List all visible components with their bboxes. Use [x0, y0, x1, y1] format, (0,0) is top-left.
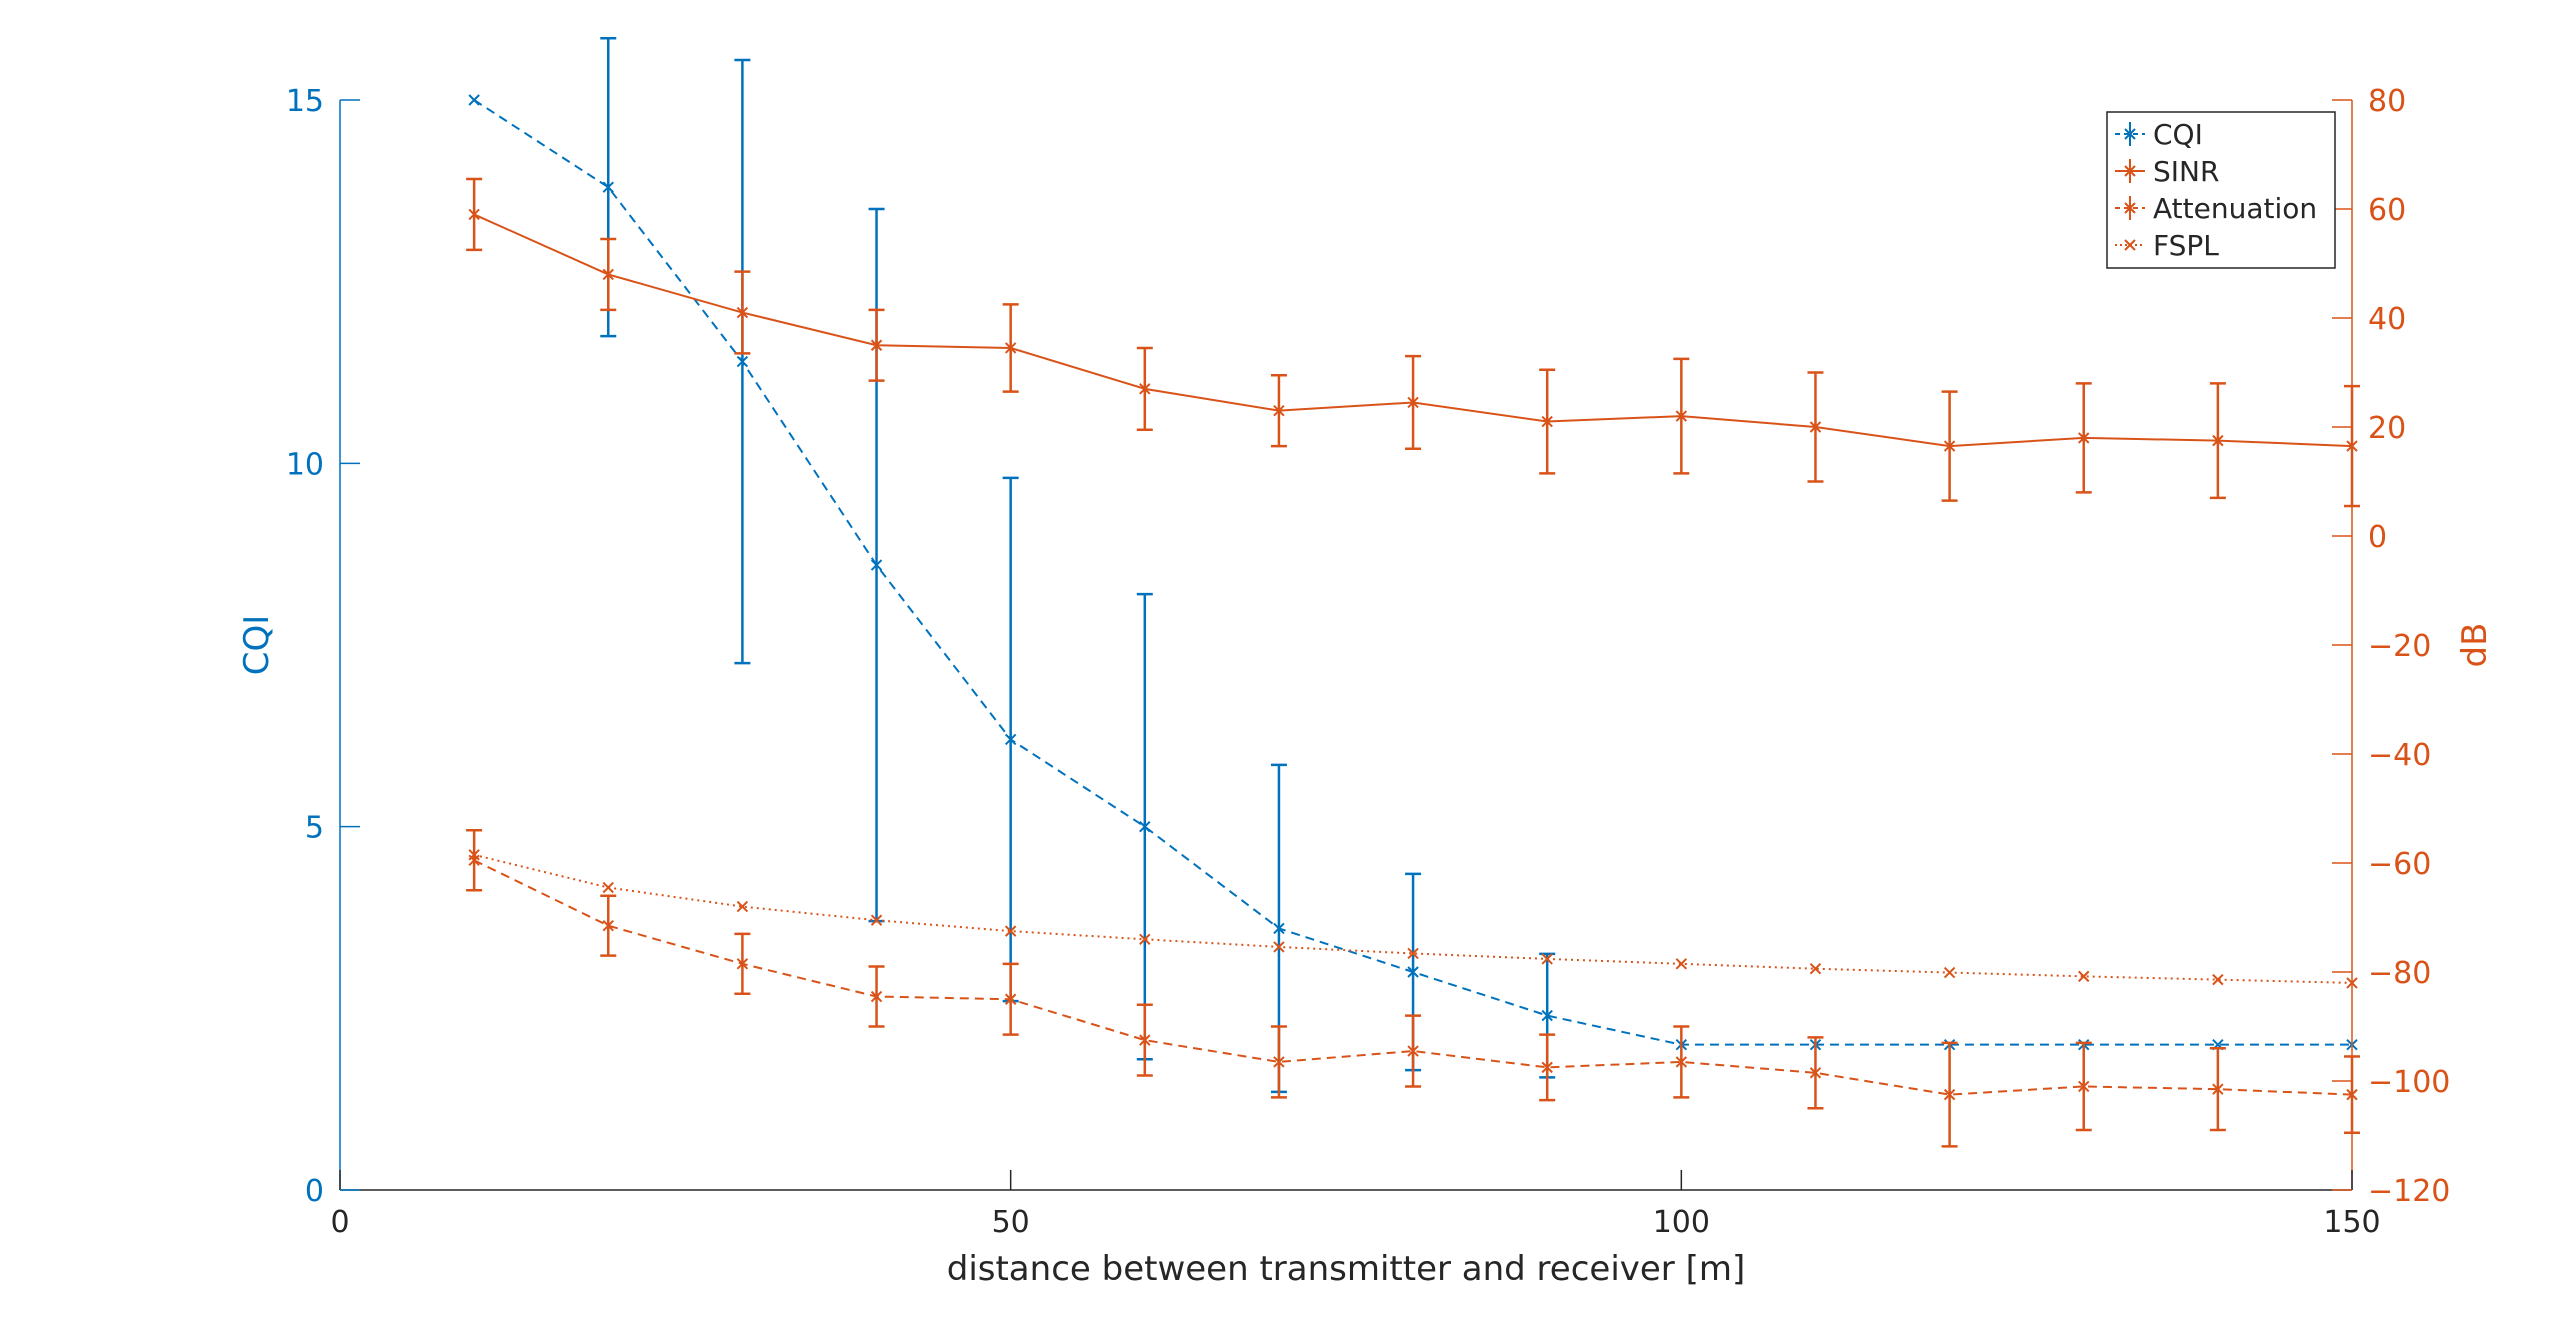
x-tick-label: 50: [992, 1205, 1030, 1240]
attenuation-marker: [1541, 1061, 1553, 1074]
y-right-tick-label: 40: [2368, 302, 2406, 337]
y-right-tick-label: −120: [2368, 1174, 2450, 1209]
fspl-marker: [870, 914, 883, 926]
y-right-axis-label: dB: [2455, 623, 2495, 668]
sinr-marker: [2078, 432, 2090, 444]
cqi-marker: [736, 355, 749, 368]
attenuation-marker: [1407, 1045, 1419, 1057]
sinr-marker: [1809, 421, 1822, 433]
legend-label: CQI: [2153, 118, 2203, 151]
y-left-tick-label: 0: [305, 1174, 324, 1209]
sinr-marker: [736, 306, 749, 319]
cqi-marker: [1541, 1009, 1553, 1022]
fspl-marker: [2078, 970, 2090, 983]
series-sinr: [466, 177, 2360, 508]
legend-item-sinr: SINR: [2115, 155, 2219, 188]
y-right-tick-label: −20: [2368, 629, 2431, 664]
y-left-tick-label: 10: [286, 447, 324, 482]
sinr-marker: [1675, 410, 1688, 422]
y-left-axis-label: CQI: [237, 615, 277, 676]
legend-label: Attenuation: [2153, 192, 2317, 225]
fspl-marker: [468, 849, 480, 861]
sinr-marker: [1139, 383, 1151, 395]
sinr-marker: [468, 208, 480, 221]
legend-box: [2106, 111, 2336, 269]
y-right-tick-label: 0: [2368, 520, 2387, 555]
attenuation-marker: [870, 990, 883, 1003]
legend-item-fspl: FSPL: [2115, 229, 2219, 262]
cqi-marker: [1004, 733, 1017, 746]
sinr-marker: [602, 268, 614, 281]
axes-layer: 0 50 100 150 0 5 10 15 −120 −100 −80 −60 −40 −20 0 20 40…: [237, 84, 2495, 1289]
attenuation-marker: [602, 919, 614, 932]
cqi-marker: [1407, 966, 1419, 978]
fspl-marker: [1675, 958, 1688, 970]
attenuation-marker: [2078, 1080, 2090, 1093]
attenuation-marker: [1943, 1088, 1956, 1101]
legend-swatch-marker: [2124, 202, 2136, 214]
y-left-tick-label: 15: [286, 84, 324, 119]
fspl-marker: [1809, 963, 1822, 975]
y-right-tick-label: −100: [2368, 1065, 2450, 1100]
sinr-marker: [1541, 415, 1553, 428]
fspl-line: [473, 853, 2353, 984]
attenuation-marker: [1139, 1034, 1151, 1046]
sinr-marker: [2212, 434, 2224, 447]
attenuation-marker: [1809, 1067, 1822, 1079]
legend-label: SINR: [2153, 155, 2219, 188]
fspl-marker: [2212, 973, 2224, 986]
legend-swatch-marker: [2124, 128, 2136, 140]
attenuation-marker: [1675, 1056, 1688, 1068]
sinr-marker: [1004, 342, 1017, 354]
x-tick-label: 100: [1653, 1205, 1710, 1240]
fspl-marker: [1407, 947, 1419, 960]
cqi-marker: [870, 559, 883, 571]
legend-swatch-marker: [2124, 165, 2136, 177]
x-tick-label: 150: [2323, 1205, 2380, 1240]
y-left-tick-label: 5: [305, 811, 324, 846]
y-right-tick-label: −60: [2368, 847, 2431, 882]
fspl-marker: [1139, 933, 1151, 946]
y-right-tick-label: 60: [2368, 193, 2406, 228]
x-axis-label: distance between transmitter and receive…: [947, 1249, 1746, 1289]
attenuation-marker: [736, 958, 749, 970]
attenuation-marker: [2212, 1083, 2224, 1095]
attenuation-line: [473, 859, 2353, 1096]
cqi-marker: [468, 94, 480, 106]
fspl-marker: [1004, 925, 1017, 937]
fspl-marker: [1273, 941, 1285, 953]
attenuation-marker: [1004, 993, 1017, 1005]
sinr-marker: [870, 339, 883, 351]
legend-label: FSPL: [2153, 229, 2219, 262]
cqi-marker: [1273, 922, 1285, 935]
legend: CQI SINR Attenuation FSPL: [2106, 111, 2336, 269]
sinr-marker: [1943, 440, 1956, 452]
y-right-tick-label: 80: [2368, 84, 2406, 119]
cqi-marker: [1139, 820, 1151, 833]
series-fspl: [468, 849, 2358, 989]
fspl-marker: [1541, 953, 1553, 965]
cqi-marker: [602, 181, 614, 193]
fspl-marker: [1943, 966, 1956, 979]
legend-item-attenuation: Attenuation: [2115, 192, 2317, 225]
y-right-tick-label: −40: [2368, 738, 2431, 773]
fspl-marker: [736, 900, 749, 913]
fspl-marker: [602, 881, 614, 894]
y-right-tick-label: −80: [2368, 956, 2431, 991]
sinr-marker: [1407, 396, 1419, 409]
x-tick-label: 0: [330, 1205, 349, 1240]
attenuation-marker: [1273, 1056, 1285, 1068]
legend-item-cqi: CQI: [2115, 118, 2203, 151]
y-right-tick-label: 20: [2368, 411, 2406, 446]
legend-swatch-marker: [2124, 239, 2136, 251]
sinr-marker: [1273, 404, 1285, 417]
